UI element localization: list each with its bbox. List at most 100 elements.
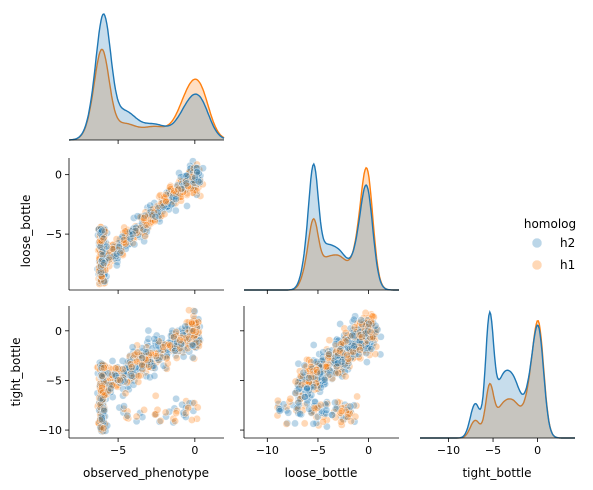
kde-fill-h1 (244, 167, 399, 290)
scatter-point-h1 (140, 361, 148, 370)
scatter-point-h2 (162, 412, 170, 421)
scatter-point-h2 (155, 417, 164, 426)
kde-line-h2 (69, 13, 225, 141)
scatter-point-h1 (97, 237, 106, 245)
scatter-point-h2 (188, 353, 197, 362)
scatter-point-h2 (98, 251, 107, 259)
scatter-point-h2 (129, 214, 138, 222)
legend-label-h2: h2 (560, 236, 575, 250)
scatter-point-h2 (96, 242, 105, 251)
scatter-point-h2 (98, 226, 106, 235)
scatter-point-h1 (366, 328, 375, 336)
scatter-point-h2 (115, 243, 123, 251)
scatter-point-h1 (166, 185, 175, 193)
scatter-point-h2 (148, 344, 157, 353)
scatter-point-h2 (199, 164, 207, 172)
scatter-point-h2 (150, 372, 159, 380)
scatter-point-h2 (179, 352, 188, 361)
scatter-point-h2 (139, 225, 148, 234)
y-axis-label-tight-bottle: tight_bottle (9, 337, 23, 406)
scatter-point-h1 (341, 372, 350, 381)
scatter-point-h2 (186, 164, 195, 173)
scatter-point-h2 (312, 357, 321, 366)
scatter-point-h2 (144, 326, 153, 335)
scatter-point-h1 (99, 234, 108, 243)
scatter-point-h1 (133, 341, 141, 350)
scatter-point-h2 (296, 410, 304, 418)
panel-tight-vs-loose-scatter: −10 −5 0 (240, 306, 399, 457)
scatter-point-h1 (108, 370, 116, 379)
scatter-point-h1 (335, 346, 344, 355)
scatter-point-h1 (98, 383, 106, 392)
scatter-point-h1 (322, 363, 330, 371)
scatter-point-h2 (158, 334, 166, 343)
x-tick-label: 0 (365, 444, 372, 457)
scatter-point-h2 (108, 357, 117, 365)
scatter-point-h2 (131, 226, 140, 235)
scatter-point-h2 (151, 212, 160, 221)
panel-tight-bottle-kde: −10 −5 0 (420, 309, 575, 457)
scatter-point-h1 (108, 245, 117, 253)
scatter-point-h2 (126, 234, 134, 243)
scatter-point-h2 (190, 307, 199, 316)
scatter-point-h1 (146, 349, 155, 358)
scatter-point-h1 (325, 336, 334, 345)
scatter-point-h1 (164, 340, 173, 349)
scatter-point-h2 (107, 384, 115, 393)
scatter-point-h1 (174, 185, 182, 194)
scatter-point-h2 (146, 373, 154, 382)
scatter-point-h1 (160, 210, 169, 218)
scatter-point-h1 (121, 389, 130, 398)
scatter-point-h2 (350, 342, 358, 351)
scatter-point-h2 (171, 195, 180, 203)
scatter-point-h2 (295, 384, 303, 393)
scatter-point-h1 (310, 404, 319, 412)
legend-marker-h1 (531, 259, 543, 271)
scatter-point-h2 (149, 362, 158, 370)
scatter-point-h1 (98, 372, 106, 380)
scatter-point-h1 (274, 396, 282, 405)
scatter-point-h1 (100, 276, 108, 285)
y-axis-label-loose-bottle: loose_bottle (19, 195, 33, 268)
scatter-point-h1 (193, 403, 202, 412)
scatter-point-h2 (172, 394, 180, 403)
scatter-point-h1 (114, 364, 122, 373)
scatter-point-h1 (184, 403, 192, 412)
scatter-point-h2 (128, 230, 137, 239)
scatter-point-h2 (154, 345, 163, 353)
scatter-point-h1 (119, 251, 127, 259)
axis-labels: observed_phenotype loose_bottle tight_bo… (9, 195, 532, 480)
scatter-point-h2 (150, 334, 159, 343)
x-tick-label: 0 (534, 444, 541, 457)
scatter-point-h2 (133, 367, 142, 376)
scatter-point-h2 (334, 359, 342, 367)
scatter-point-h1 (334, 369, 343, 377)
scatter-point-h1 (138, 365, 147, 373)
scatter-point-h2 (322, 406, 331, 414)
scatter-point-h1 (189, 327, 198, 335)
scatter-point-h2 (181, 322, 189, 331)
scatter-point-h2 (132, 223, 140, 232)
scatter-point-h1 (113, 376, 122, 384)
scatter-point-h2 (159, 361, 168, 370)
scatter-point-h2 (130, 240, 139, 249)
scatter-point-h2 (102, 242, 111, 251)
scatter-point-h2 (325, 350, 333, 359)
panel-loose-vs-observed-scatter: −5 0 (46, 157, 224, 294)
scatter-point-h2 (309, 419, 318, 428)
scatter-point-h2 (284, 408, 293, 417)
scatter-point-h1 (98, 396, 106, 404)
x-tick-label: −5 (310, 444, 326, 457)
scatter-point-h1 (194, 328, 203, 337)
scatter-point-h2 (115, 403, 124, 412)
scatter-point-h1 (170, 187, 178, 195)
x-tick-label: −10 (256, 444, 279, 457)
scatter-point-h1 (134, 372, 143, 380)
scatter-point-h2 (97, 262, 105, 271)
scatter-point-h1 (132, 412, 141, 421)
scatter-point-h1 (337, 421, 346, 429)
x-tick-label: −5 (485, 444, 501, 457)
scatter-point-h2 (301, 393, 309, 401)
scatter-point-h2 (146, 201, 154, 210)
scatter-point-h2 (328, 411, 336, 419)
